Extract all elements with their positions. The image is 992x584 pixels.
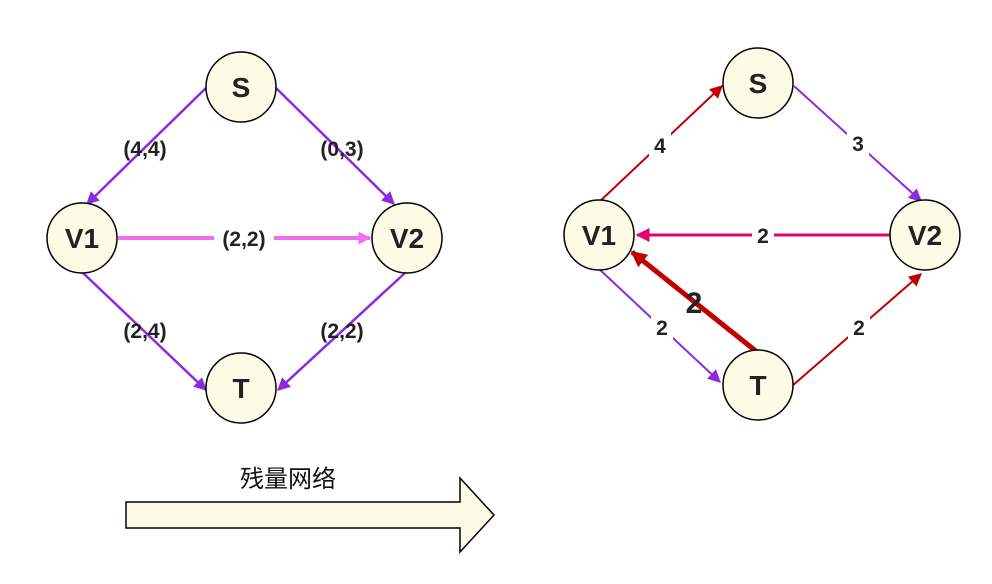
transform-arrow-icon: [125, 476, 496, 554]
right-graph: 4 3 2 2 2 2 S V1 V2 T: [563, 47, 961, 421]
right-label-s-v2: 3: [852, 133, 864, 156]
left-label-v2-t: (2,2): [320, 320, 363, 343]
right-label-t-v2: 2: [853, 317, 865, 340]
right-node-t: T: [722, 349, 794, 421]
left-node-v1-label: V1: [65, 223, 99, 254]
left-node-v2: V2: [371, 202, 443, 274]
left-node-t: T: [205, 352, 277, 424]
left-graph: (4,4) (0,3) (2,2) (2,4) (2,2) S V1 V2 T: [46, 51, 443, 424]
left-edge-s-v2: [275, 87, 395, 205]
right-label-v2-v1: 2: [757, 225, 769, 248]
right-node-v2-label: V2: [908, 220, 942, 251]
right-node-s: S: [722, 47, 794, 119]
right-edge-t-v1: [630, 250, 759, 354]
left-edge-s-v1: [86, 87, 207, 205]
right-label-v1-s: 4: [654, 135, 666, 158]
right-node-s-label: S: [749, 68, 768, 99]
left-node-t-label: T: [232, 373, 249, 404]
right-node-v1-label: V1: [582, 220, 616, 251]
right-node-v2: V2: [889, 199, 961, 271]
left-label-s-v2: (0,3): [320, 138, 363, 161]
left-label-s-v1: (4,4): [123, 138, 166, 161]
right-node-v1: V1: [563, 199, 635, 271]
left-label-v1-v2: (2,2): [222, 228, 265, 251]
left-node-v2-label: V2: [390, 223, 424, 254]
left-node-s: S: [205, 51, 277, 123]
left-edge-v1-t: [81, 271, 207, 391]
left-node-s-label: S: [232, 72, 251, 103]
left-label-v1-t: (2,4): [123, 320, 166, 343]
left-node-v1: V1: [46, 202, 118, 274]
left-edge-v2-t: [277, 271, 407, 391]
right-label-v1-t: 2: [656, 317, 668, 340]
right-label-t-v1: 2: [686, 287, 703, 320]
caption-residual-network: 残量网络: [240, 465, 336, 493]
right-node-t-label: T: [749, 370, 766, 401]
